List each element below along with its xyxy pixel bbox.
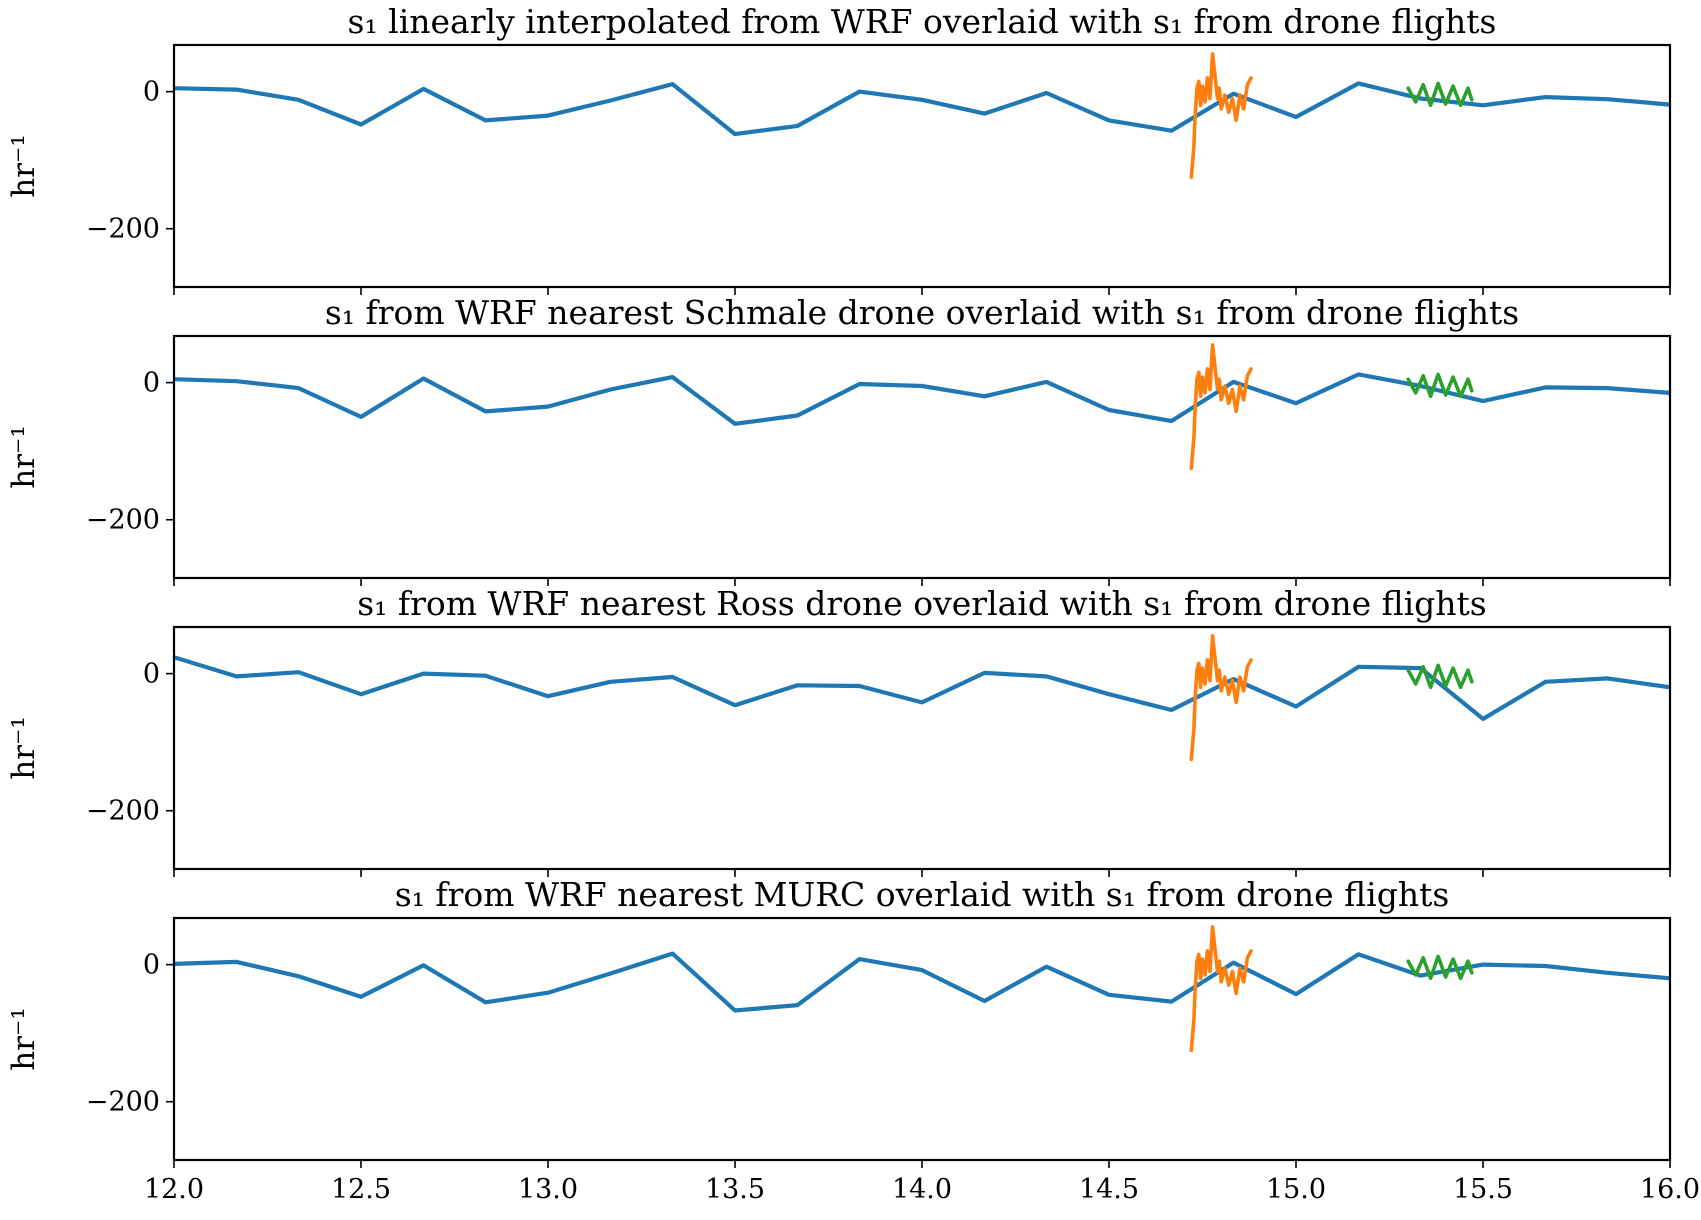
subplot-2: s₁ from WRF nearest Schmale drone overla…: [6, 293, 1672, 586]
y-tick-label: −200: [86, 214, 160, 245]
y-tick-label: −200: [86, 505, 160, 536]
ross-drone-series-line: [1406, 81, 1474, 108]
wrf-series-line: [174, 372, 1670, 426]
wrf-series-line: [174, 655, 1670, 721]
y-tick-label: −200: [86, 796, 160, 827]
subplot-title: s₁ linearly interpolated from WRF overla…: [348, 2, 1497, 41]
y-tick-label: 0: [143, 950, 160, 981]
x-tick-label: 13.0: [518, 1174, 578, 1205]
x-tick-label: 13.5: [705, 1174, 765, 1205]
axes-frame: [172, 625, 1672, 871]
subplot-title: s₁ from WRF nearest Ross drone overlaid …: [357, 584, 1487, 623]
schmale-drone-series-line: [1189, 925, 1253, 1053]
ross-drone-series-line: [1406, 663, 1474, 690]
y-tick-label: 0: [143, 77, 160, 108]
y-tick-label: −200: [86, 1087, 160, 1118]
y-axis-label: hr⁻¹: [6, 1007, 42, 1071]
y-tick-label: 0: [143, 659, 160, 690]
x-tick-label: 14.0: [892, 1174, 952, 1205]
y-axis-label: hr⁻¹: [6, 134, 42, 198]
wrf-series-line: [174, 951, 1670, 1013]
x-tick-label: 14.5: [1079, 1174, 1139, 1205]
x-tick-label: 15.0: [1266, 1174, 1326, 1205]
wrf-series-line: [174, 81, 1670, 137]
ross-drone-series-line: [1406, 372, 1474, 399]
schmale-drone-series-line: [1189, 52, 1253, 180]
schmale-drone-series-line: [1189, 634, 1253, 762]
subplot-1: s₁ linearly interpolated from WRF overla…: [6, 2, 1672, 295]
subplot-title: s₁ from WRF nearest MURC overlaid with s…: [395, 875, 1450, 914]
y-axis-label: hr⁻¹: [6, 425, 42, 489]
schmale-drone-series-line: [1189, 343, 1253, 471]
subplot-4: s₁ from WRF nearest MURC overlaid with s…: [6, 875, 1700, 1205]
y-tick-label: 0: [143, 368, 160, 399]
axes-frame: [172, 916, 1672, 1162]
ross-drone-series-line: [1406, 954, 1474, 981]
x-tick-label: 12.0: [144, 1174, 204, 1205]
x-tick-label: 15.5: [1453, 1174, 1513, 1205]
x-tick-label: 12.5: [331, 1174, 391, 1205]
x-tick-label: 16.0: [1640, 1174, 1700, 1205]
subplot-3: s₁ from WRF nearest Ross drone overlaid …: [6, 584, 1672, 877]
y-axis-label: hr⁻¹: [6, 716, 42, 780]
subplot-title: s₁ from WRF nearest Schmale drone overla…: [325, 293, 1519, 332]
axes-frame: [172, 43, 1672, 289]
axes-frame: [172, 334, 1672, 580]
